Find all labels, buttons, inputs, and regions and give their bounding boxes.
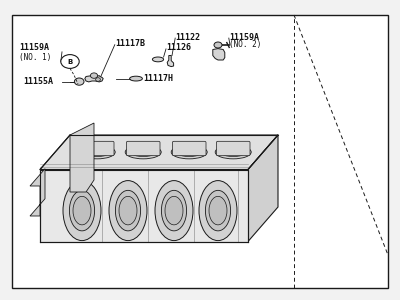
Polygon shape [70,123,94,192]
Ellipse shape [85,148,110,157]
Ellipse shape [73,196,91,225]
Circle shape [61,55,79,68]
Polygon shape [248,135,278,169]
Circle shape [96,78,100,81]
Ellipse shape [162,190,186,231]
Polygon shape [213,49,225,60]
Circle shape [214,42,222,48]
Text: (NO. 1): (NO. 1) [19,53,52,62]
Ellipse shape [177,148,202,157]
Circle shape [90,73,98,78]
Text: 11155A: 11155A [23,77,53,86]
FancyBboxPatch shape [126,141,160,156]
Ellipse shape [171,145,207,159]
Ellipse shape [215,145,251,159]
Polygon shape [40,169,248,242]
FancyBboxPatch shape [216,141,250,156]
Polygon shape [85,76,103,82]
Ellipse shape [119,196,137,225]
Ellipse shape [79,145,115,159]
Ellipse shape [130,76,142,81]
Ellipse shape [109,181,147,241]
Ellipse shape [70,190,94,231]
FancyBboxPatch shape [80,141,114,156]
Ellipse shape [165,196,183,225]
Ellipse shape [206,190,231,231]
FancyBboxPatch shape [172,141,206,156]
Polygon shape [248,135,278,242]
Ellipse shape [152,57,164,62]
Ellipse shape [155,181,193,241]
Ellipse shape [63,181,101,241]
Ellipse shape [131,148,156,157]
Text: 11159A: 11159A [229,33,259,42]
Text: 11159A: 11159A [19,44,49,52]
Text: (NO. 2): (NO. 2) [229,40,261,50]
Text: 11117H: 11117H [143,74,173,83]
Text: 11122: 11122 [175,33,200,42]
Ellipse shape [221,148,246,157]
Text: 11117B: 11117B [115,39,145,48]
Ellipse shape [125,145,161,159]
Polygon shape [167,56,174,67]
Polygon shape [30,169,45,216]
Text: 11126: 11126 [166,44,191,52]
Ellipse shape [116,190,141,231]
Circle shape [74,78,84,85]
Ellipse shape [209,196,227,225]
Text: B: B [67,58,73,64]
Ellipse shape [199,181,237,241]
FancyBboxPatch shape [12,15,388,288]
Polygon shape [40,135,278,169]
